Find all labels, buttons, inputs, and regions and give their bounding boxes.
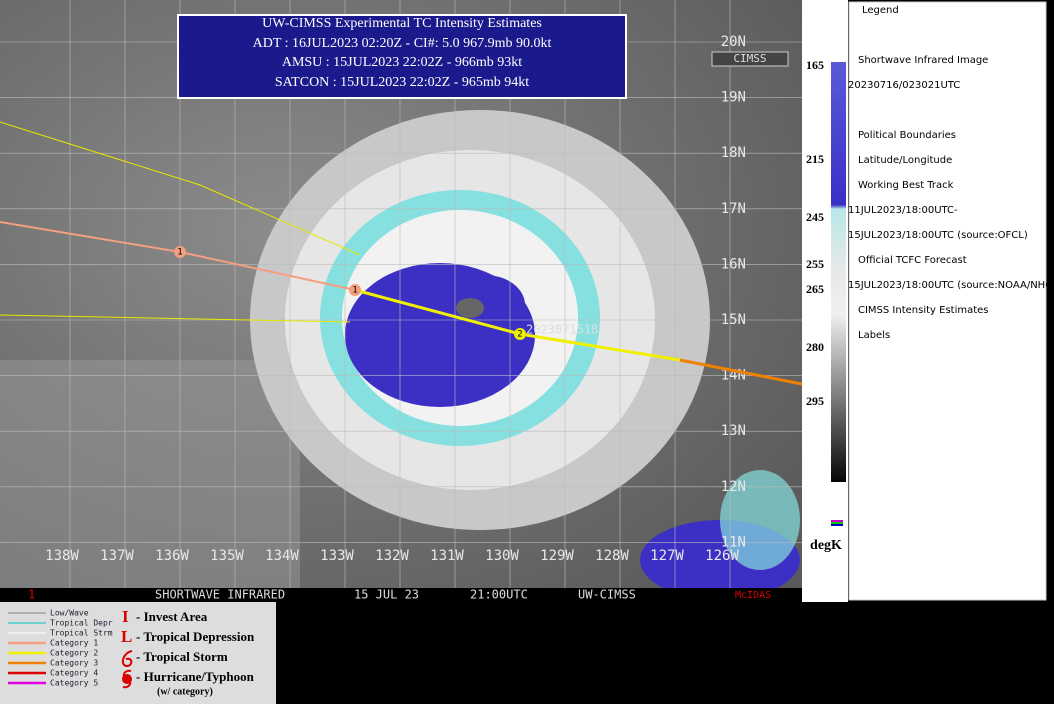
key-label: - Invest Area (136, 609, 208, 624)
storm-key: I - Invest Area L - Tropical Depression … (0, 602, 276, 704)
longitude-label: 130W (485, 548, 519, 564)
colorbar-label: 165 (806, 58, 824, 72)
colorbar-label: 280 (806, 340, 824, 354)
track-marker: 2 (517, 330, 522, 340)
longitude-label: 128W (595, 548, 629, 564)
latitude-label: 18N (721, 145, 746, 161)
logo-text: CIMSS (733, 52, 766, 65)
longitude-label: 126W (705, 548, 739, 564)
track-key-label: Category 1 (50, 639, 98, 648)
longitude-label: 132W (375, 548, 409, 564)
hurricane-icon-arms (122, 669, 132, 689)
longitude-label: 131W (430, 548, 464, 564)
longitude-label: 129W (540, 548, 574, 564)
track-date-label: 2023071518 (526, 323, 598, 337)
status-date: 15 JUL 23 (354, 588, 419, 602)
legend-title: Legend (862, 5, 899, 16)
status-band: SHORTWAVE INFRARED (155, 588, 285, 602)
legend-item: Working Best Track (858, 180, 954, 191)
key-symbol: I (122, 607, 129, 626)
key-label: - Tropical Storm (136, 649, 228, 664)
legend-item: 15JUL2023/18:00UTC (source:NOAA/NHC) (848, 280, 1054, 291)
longitude-label: 138W (45, 548, 79, 564)
key-note: (w/ category) (157, 686, 213, 697)
colorbar-label: 245 (806, 210, 824, 224)
colorbar: degK 165 215 245 255 265 280 295 (802, 0, 848, 602)
key-symbol: L (121, 627, 132, 646)
legend-item: Shortwave Infrared Image (858, 55, 988, 66)
logo: CIMSS (711, 51, 789, 67)
longitude-label: 137W (100, 548, 134, 564)
status-software: McIDAS (735, 590, 771, 601)
header-box: UW-CIMSS Experimental TC Intensity Estim… (177, 14, 627, 99)
track-marker: 1 (352, 286, 357, 296)
status-bar: 1 SHORTWAVE INFRARED 15 JUL 23 21:00UTC … (0, 588, 802, 602)
key-label: - Hurricane/Typhoon (136, 669, 255, 684)
track-key-label: Tropical Strm (50, 629, 113, 638)
header-line: SATCON : 15JUL2023 22:02Z - 965mb 94kt (275, 75, 529, 90)
track-key-label: Category 3 (50, 659, 98, 668)
colorbar-unit: degK (810, 538, 842, 553)
latitude-label: 16N (721, 256, 746, 272)
longitude-label: 127W (650, 548, 684, 564)
longitude-label: 135W (210, 548, 244, 564)
header-line: AMSU : 15JUL2023 22:02Z - 966mb 93kt (282, 55, 522, 70)
legend-item: 11JUL2023/18:00UTC- (848, 205, 958, 216)
track-key-label: Low/Wave (50, 609, 89, 618)
track-key-label: Tropical Depr (50, 619, 113, 628)
colorbar-label: 255 (806, 257, 824, 271)
lat-lon-grid: 138W 137W 136W 135W 134W 133W 132W 131W 130W 129W… (0, 0, 802, 588)
status-time: 21:00UTC (470, 588, 528, 602)
track-key-label: Category 2 (50, 649, 98, 658)
colorbar-label: 215 (806, 152, 824, 166)
longitude-label: 136W (155, 548, 189, 564)
latitude-label: 15N (721, 312, 746, 328)
latitude-label: 13N (721, 423, 746, 439)
legend-item: 20230716/023021UTC (848, 80, 960, 91)
track-key-label: Category 5 (50, 679, 98, 688)
latitude-label: 17N (721, 201, 746, 217)
latitude-label: 11N (721, 534, 746, 550)
legend-item: 15JUL2023/18:00UTC (source:OFCL) (848, 230, 1028, 241)
legend-item: Official TCFC Forecast (858, 255, 967, 266)
latitude-label: 20N (721, 34, 746, 50)
track-marker: 1 (177, 248, 182, 258)
latitude-label: 12N (721, 479, 746, 495)
tropical-storm-icon (121, 650, 133, 668)
legend-item: CIMSS Intensity Estimates (858, 305, 989, 316)
status-frame: 1 (28, 588, 35, 602)
legend-item: Political Boundaries (858, 130, 956, 141)
longitude-label: 133W (320, 548, 354, 564)
legend-item: Labels (858, 330, 890, 341)
longitude-label: 134W (265, 548, 299, 564)
header-line: ADT : 16JUL2023 02:20Z - CI#: 5.0 967.9m… (253, 36, 552, 51)
tracks: 1 1 2 2023071518 (0, 121, 803, 386)
track-key-label: Category 4 (50, 669, 98, 678)
status-source: UW-CIMSS (578, 588, 636, 602)
colorbar-label: 265 (806, 282, 824, 296)
legend-panel: Legend Shortwave Infrared Image 20230716/… (848, 1, 1054, 601)
colorbar-label: 295 (806, 394, 824, 408)
key-label: - Tropical Depression (136, 629, 255, 644)
legend-item: Latitude/Longitude (858, 155, 952, 166)
latitude-label: 19N (721, 90, 746, 106)
header-title: UW-CIMSS Experimental TC Intensity Estim… (262, 16, 542, 31)
